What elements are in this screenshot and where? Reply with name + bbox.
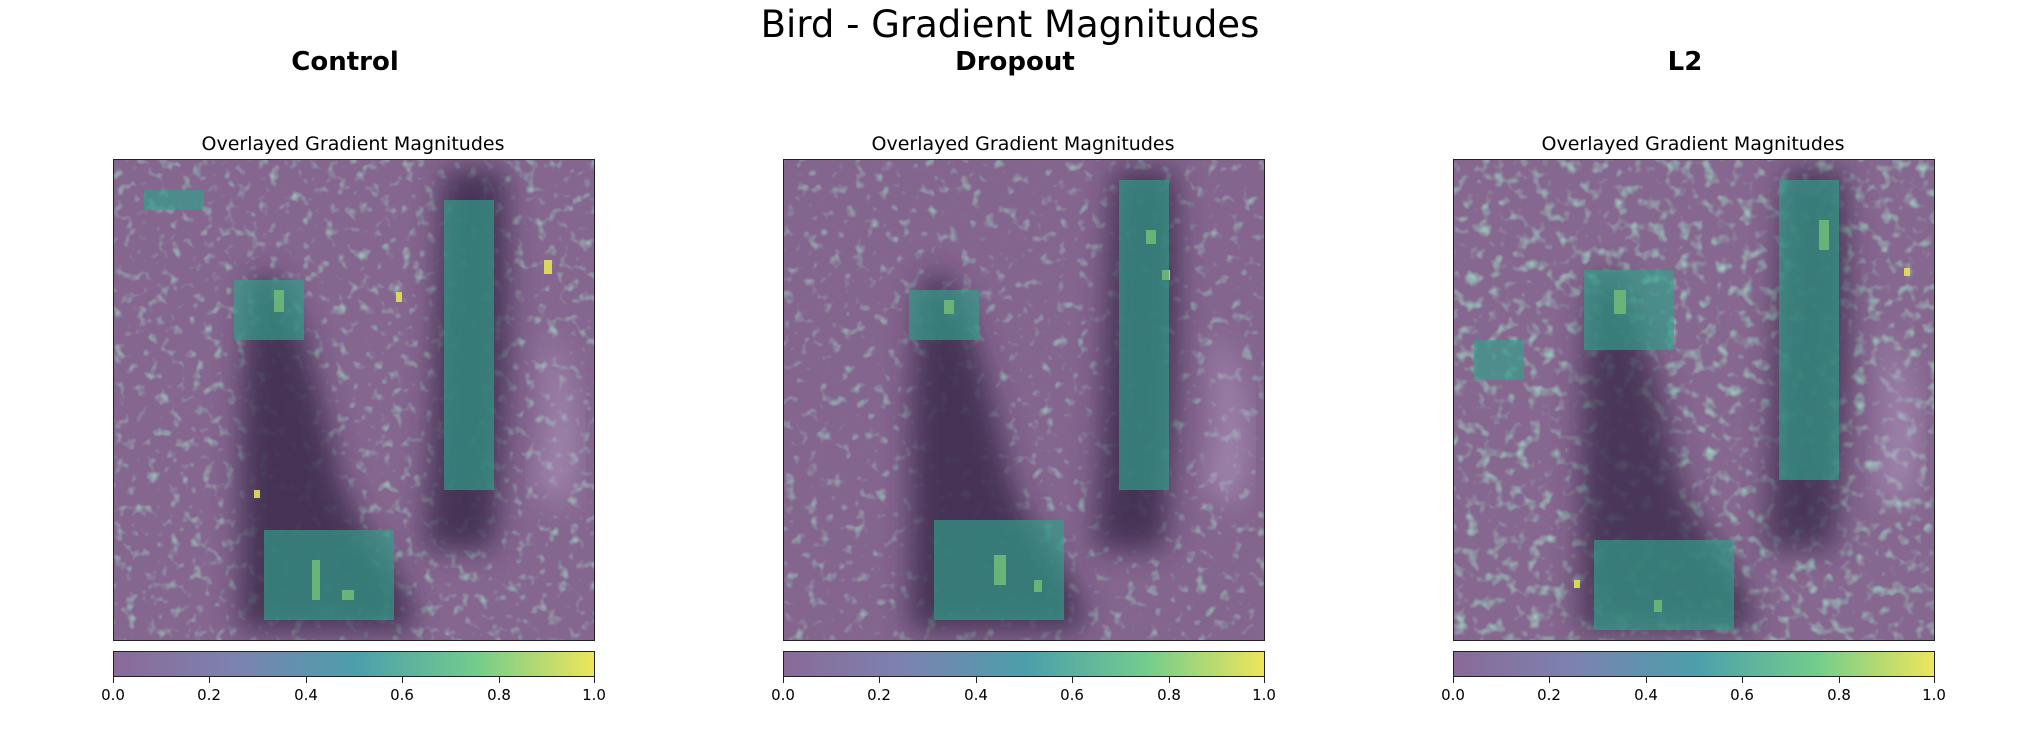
tick-label: 0.6 <box>1060 686 1084 704</box>
panel-subtitle-dropout: Overlayed Gradient Magnitudes <box>871 133 1175 155</box>
tick-label: 0.2 <box>1537 686 1561 704</box>
tick-label: 0.8 <box>1827 686 1851 704</box>
panel-title-dropout: Dropout <box>955 47 1075 77</box>
tick-label: 0.6 <box>1730 686 1754 704</box>
tick-label: 0.4 <box>1634 686 1658 704</box>
panel-title-l2: L2 <box>1667 47 1703 77</box>
tick-label: 1.0 <box>1922 686 1946 704</box>
colorbar-ticks-l2: 0.0 0.2 0.4 0.6 0.8 1.0 <box>1441 677 1946 717</box>
colorbar-dropout <box>783 651 1265 677</box>
panel-subtitle-control: Overlayed Gradient Magnitudes <box>201 133 505 155</box>
colorbar-ticks-dropout: 0.0 0.2 0.4 0.6 0.8 1.0 <box>771 677 1276 717</box>
tick-label: 0.0 <box>101 686 125 704</box>
tick-label: 0.4 <box>964 686 988 704</box>
tick-label: 0.0 <box>1441 686 1465 704</box>
tick-label: 0.6 <box>390 686 414 704</box>
tick-label: 0.2 <box>197 686 221 704</box>
figure-title: Bird - Gradient Magnitudes <box>760 3 1260 46</box>
colorbar-control <box>113 651 595 677</box>
heatmap-l2 <box>1453 159 1935 641</box>
tick-label: 0.8 <box>487 686 511 704</box>
tick-label: 0.8 <box>1157 686 1181 704</box>
heatmap-dropout <box>783 159 1265 641</box>
tick-label: 0.2 <box>867 686 891 704</box>
tick-label: 0.4 <box>294 686 318 704</box>
panel-title-control: Control <box>291 47 399 77</box>
heatmap-control <box>113 159 595 641</box>
tick-label: 0.0 <box>771 686 795 704</box>
colorbar-l2 <box>1453 651 1935 677</box>
panel-subtitle-l2: Overlayed Gradient Magnitudes <box>1541 133 1845 155</box>
tick-label: 1.0 <box>582 686 606 704</box>
colorbar-ticks-control: 0.0 0.2 0.4 0.6 0.8 1.0 <box>101 677 606 717</box>
tick-label: 1.0 <box>1252 686 1276 704</box>
